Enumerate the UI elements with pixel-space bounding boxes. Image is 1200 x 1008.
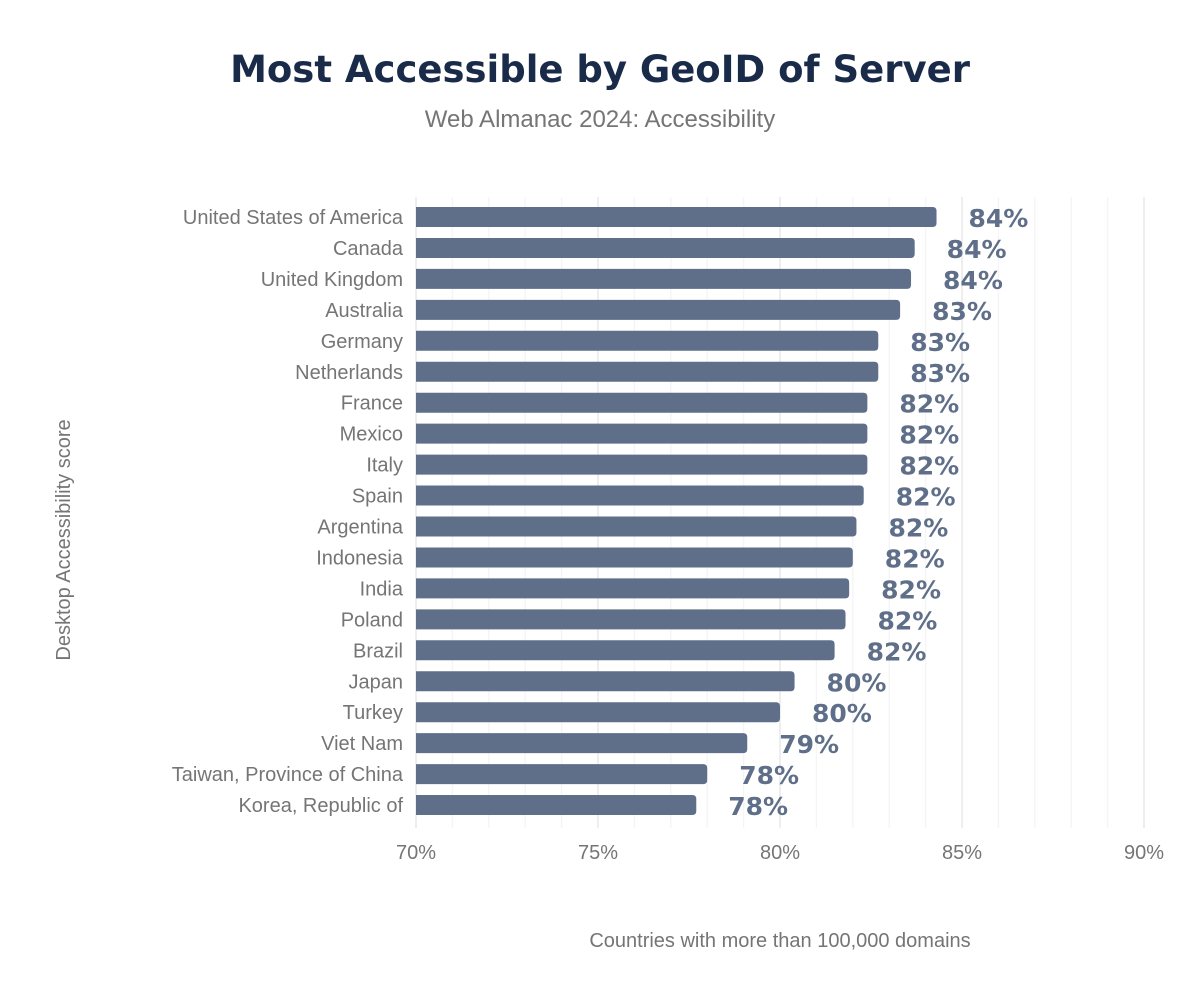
bar [416, 268, 912, 289]
bar [416, 640, 835, 661]
bar [416, 764, 708, 785]
data-label: 82% [899, 390, 959, 419]
category-label: Taiwan, Province of China [172, 764, 404, 786]
data-label: 82% [896, 483, 956, 512]
category-label: Brazil [353, 640, 403, 662]
category-label: Mexico [340, 424, 403, 446]
bar [416, 702, 780, 723]
data-label: 82% [878, 606, 938, 635]
chart-title: Most Accessible by GeoID of Server [230, 48, 971, 91]
category-label: Turkey [343, 702, 403, 724]
category-label: India [360, 578, 404, 600]
bar [416, 733, 748, 754]
chart-subtitle: Web Almanac 2024: Accessibility [425, 106, 775, 133]
data-label: 84% [943, 266, 1003, 295]
x-axis-title: Countries with more than 100,000 domains [589, 930, 970, 952]
category-label: Italy [366, 455, 403, 477]
data-label: 82% [899, 421, 959, 450]
category-label: Indonesia [316, 547, 404, 569]
bar [416, 516, 857, 537]
bar [416, 547, 853, 568]
category-label: United Kingdom [261, 269, 403, 291]
data-label: 80% [827, 668, 887, 697]
category-label: Canada [333, 238, 404, 260]
category-label: Japan [349, 671, 404, 693]
data-label: 84% [947, 235, 1007, 264]
data-label: 82% [899, 452, 959, 481]
data-label: 84% [969, 204, 1029, 233]
data-label: 80% [812, 699, 872, 728]
data-label: 83% [932, 297, 992, 326]
data-label: 83% [910, 328, 970, 357]
data-label: 78% [739, 761, 799, 790]
bar [416, 423, 868, 444]
bar [416, 392, 868, 413]
category-label: United States of America [183, 207, 404, 229]
category-label: Argentina [317, 517, 403, 539]
data-label: 82% [885, 544, 945, 573]
bar [416, 795, 697, 816]
x-tick-label: 90% [1124, 842, 1164, 864]
category-label: Spain [352, 486, 403, 508]
x-axis-ticks: 70% 75% 80% 85% 90% [396, 842, 1164, 864]
bar [416, 237, 915, 258]
data-label: 82% [867, 637, 927, 666]
data-label: 82% [888, 514, 948, 543]
data-label: 79% [779, 730, 839, 759]
bar [416, 485, 864, 506]
x-tick-label: 80% [760, 842, 800, 864]
data-label: 82% [881, 575, 941, 604]
category-labels: United States of America Canada United Kin… [172, 207, 404, 817]
category-label: Poland [341, 609, 403, 631]
data-label: 78% [728, 792, 788, 821]
data-label: 83% [910, 359, 970, 388]
bar [416, 609, 846, 630]
category-label: Korea, Republic of [238, 795, 403, 817]
x-tick-label: 70% [396, 842, 436, 864]
x-tick-label: 85% [942, 842, 982, 864]
bar [416, 454, 868, 475]
category-label: Australia [325, 300, 404, 322]
bar [416, 361, 879, 382]
bar [416, 207, 937, 227]
category-label: Germany [321, 331, 403, 353]
x-tick-label: 75% [578, 842, 618, 864]
bar [416, 671, 795, 692]
category-label: Viet Nam [321, 733, 403, 755]
category-label: France [341, 393, 403, 415]
bar [416, 299, 901, 320]
bar [416, 330, 879, 351]
y-axis-title: Desktop Accessibility score [53, 419, 75, 660]
category-label: Netherlands [295, 362, 403, 384]
data-labels: 84%84%84%83%83%83%82%82%82%82%82%82%82%8… [728, 204, 1028, 821]
bars [416, 207, 937, 816]
bar [416, 578, 850, 599]
